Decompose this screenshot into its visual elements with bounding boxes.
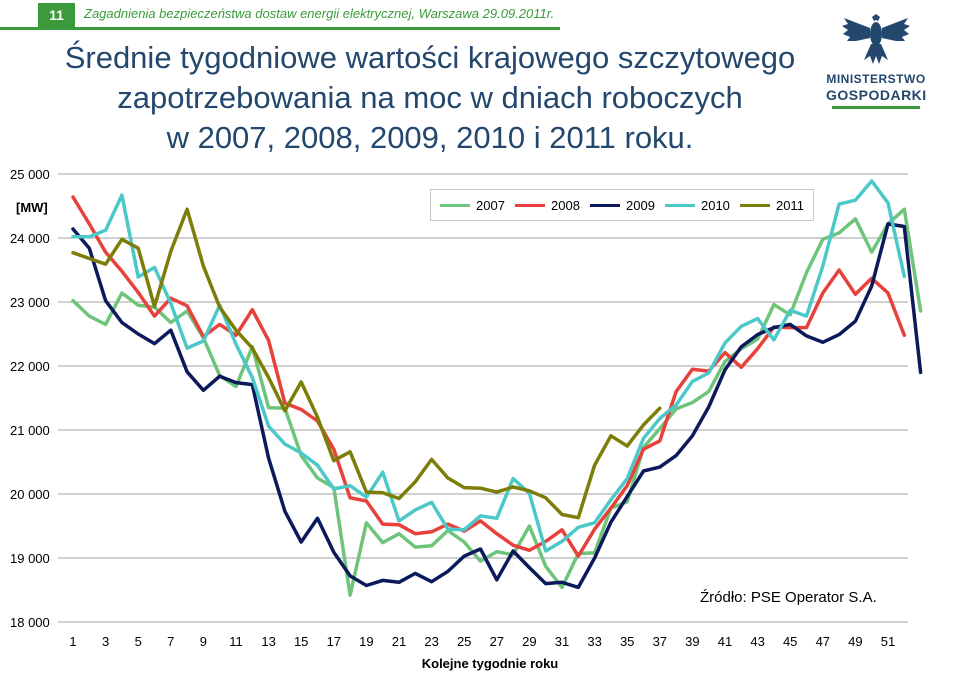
legend-item-2007: 2007 <box>440 198 505 213</box>
logo-line-2: GOSPODARKI <box>826 87 927 103</box>
legend-swatch <box>440 203 471 207</box>
legend-item-2011: 2011 <box>739 197 804 213</box>
legend-label: 2011 <box>775 197 804 213</box>
x-tick-label: 7 <box>167 634 174 649</box>
y-tick-label: 18 000 <box>10 615 50 630</box>
legend-swatch <box>739 203 770 207</box>
x-tick-label: 51 <box>881 634 895 649</box>
legend-item-2008: 2008 <box>515 198 580 213</box>
y-tick-label: 19 000 <box>10 551 50 566</box>
y-tick-label: 22 000 <box>10 359 50 374</box>
legend-label: 2009 <box>626 197 655 213</box>
x-tick-label: 23 <box>424 634 438 649</box>
logo-line-1: MINISTERSTWO <box>826 72 926 86</box>
x-tick-label: 5 <box>135 634 142 649</box>
x-tick-label: 29 <box>522 634 536 649</box>
ministry-logo: MINISTERSTWO GOSPODARKI <box>826 10 926 122</box>
x-tick-label: 25 <box>457 634 471 649</box>
x-tick-label: 43 <box>750 634 764 649</box>
legend-swatch <box>590 203 620 207</box>
slide-title: Średnie tygodniowe wartości krajowego sz… <box>64 40 796 155</box>
source-note: Źródło: PSE Operator S.A. <box>700 589 877 606</box>
slide-number: 11 <box>38 3 75 27</box>
x-tick-label: 37 <box>653 634 667 649</box>
x-tick-label: 45 <box>783 634 797 649</box>
y-tick-label: 25 000 <box>10 167 50 182</box>
x-tick-label: 17 <box>327 634 341 649</box>
legend-label: 2008 <box>551 197 580 213</box>
header-rule <box>0 27 560 30</box>
legend-item-2010: 2010 <box>664 197 730 213</box>
polish-eagle-emblem-icon <box>842 14 910 64</box>
x-tick-label: 9 <box>200 634 207 649</box>
y-tick-label: 24 000 <box>10 231 50 246</box>
legend-label: 2007 <box>476 197 505 213</box>
x-tick-label: 33 <box>587 634 601 649</box>
x-tick-label: 31 <box>555 634 569 649</box>
y-tick-label: 23 000 <box>10 295 50 310</box>
x-tick-label: 21 <box>392 634 406 649</box>
x-axis-label: Kolejne tygodnie roku <box>422 656 559 671</box>
y-axis-label: [MW] <box>16 200 48 215</box>
series-line-2011 <box>71 207 662 520</box>
x-tick-label: 41 <box>718 634 732 649</box>
series-line-2010 <box>71 179 907 553</box>
legend-label: 2010 <box>700 197 730 213</box>
x-tick-label: 11 <box>229 634 243 649</box>
x-tick-label: 27 <box>490 634 504 649</box>
x-tick-label: 35 <box>620 634 634 649</box>
legend-swatch <box>664 203 695 207</box>
legend-swatch <box>515 203 546 207</box>
x-tick-label: 15 <box>294 634 308 649</box>
y-tick-label: 21 000 <box>10 423 50 438</box>
x-tick-label: 19 <box>359 634 373 649</box>
x-tick-label: 3 <box>102 634 109 649</box>
x-tick-label: 39 <box>685 634 699 649</box>
series-line-2007 <box>71 207 923 597</box>
series-line-2008 <box>71 195 907 558</box>
header-text: Zagadnienia bezpieczeństwa dostaw energi… <box>84 6 555 21</box>
legend-item-2009: 2009 <box>590 198 655 213</box>
logo-rule <box>832 106 920 109</box>
x-tick-label: 13 <box>261 634 275 649</box>
y-tick-label: 20 000 <box>10 487 50 502</box>
x-tick-label: 49 <box>848 634 862 649</box>
x-tick-label: 1 <box>69 634 76 649</box>
chart-legend: 2007 2008 2009 2010 2011 <box>430 189 814 221</box>
x-tick-label: 47 <box>816 634 830 649</box>
